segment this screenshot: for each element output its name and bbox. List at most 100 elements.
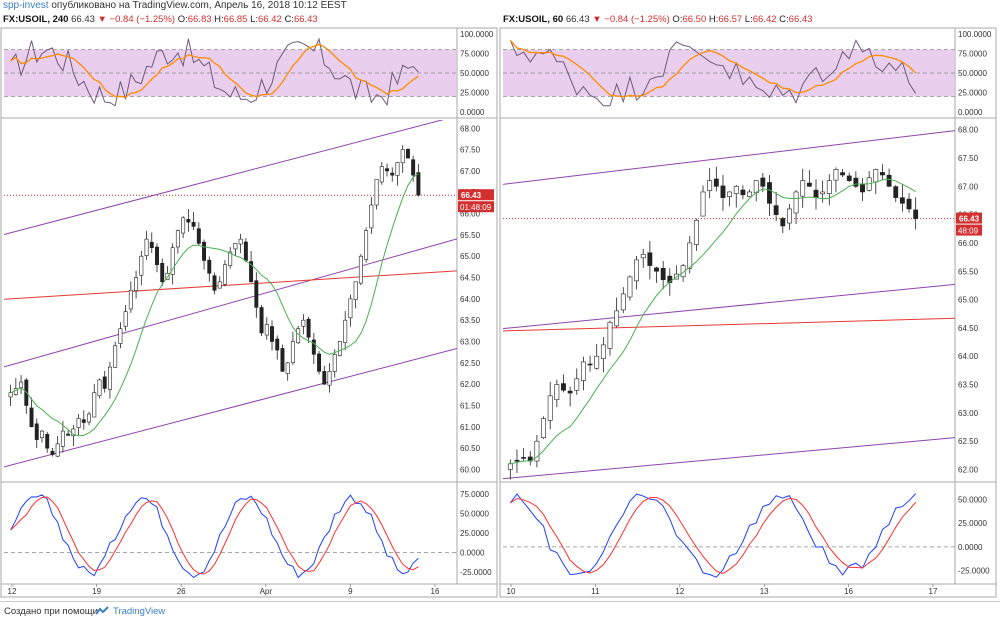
candle-down bbox=[740, 189, 746, 196]
left-o-label: O: bbox=[177, 14, 188, 25]
price-tick-label: 63.50 bbox=[460, 316, 481, 325]
left-legend: FX:USOIL, 240 66.43 ▼ −0.84 (−1.25%) O:6… bbox=[3, 14, 318, 26]
price-tick-label: 62.00 bbox=[460, 380, 481, 389]
candle-up bbox=[233, 243, 238, 250]
candle-down bbox=[50, 450, 55, 455]
candle-up bbox=[640, 253, 646, 259]
candle-down bbox=[416, 172, 421, 196]
channel-line bbox=[4, 120, 444, 235]
candle-up bbox=[19, 381, 24, 388]
charts-canvas[interactable]: 100.000075.000050.000025.00000.000068.00… bbox=[0, 0, 1000, 600]
stoch-tick-label: 50.0000 bbox=[958, 495, 987, 504]
rsi-line bbox=[509, 39, 917, 107]
candle-down bbox=[102, 376, 107, 389]
candle-down bbox=[880, 172, 885, 176]
candle-down bbox=[270, 326, 274, 342]
candle-down bbox=[390, 172, 395, 176]
left-open: 66.83 bbox=[187, 14, 212, 25]
rsi-tick-label: 0.0000 bbox=[958, 108, 983, 117]
left-last: 66.43 bbox=[71, 14, 95, 25]
price-tick-label: 67.00 bbox=[958, 182, 979, 191]
left-c-label: C: bbox=[284, 14, 294, 25]
candle-down bbox=[720, 185, 726, 198]
rsi-tick-label: 75.0000 bbox=[460, 50, 489, 59]
candle-up bbox=[128, 290, 133, 310]
candle-down bbox=[322, 371, 327, 385]
rsi-tick-label: 75.0000 bbox=[958, 50, 987, 59]
x-tick-label: 12 bbox=[675, 587, 684, 596]
price-tick-label: 60.50 bbox=[460, 444, 481, 453]
candle-down bbox=[760, 177, 766, 187]
candle-down bbox=[647, 252, 653, 266]
x-tick-label: 12 bbox=[8, 587, 17, 596]
candle-up bbox=[600, 344, 606, 359]
published-text: опубликовано на TradingView.com, Апрель … bbox=[51, 0, 347, 11]
candle-up bbox=[554, 384, 560, 401]
right-h-label: H: bbox=[708, 14, 719, 25]
moving-average-line bbox=[510, 178, 916, 465]
candle-down bbox=[840, 172, 846, 176]
left-low: 66.42 bbox=[258, 14, 282, 25]
candle-down bbox=[202, 241, 207, 261]
right-symbol[interactable]: FX:USOIL, 60 bbox=[503, 14, 564, 25]
right-legend: FX:USOIL, 60 66.43 ▼ −0.84 (−1.25%) O:66… bbox=[503, 14, 812, 26]
candle-down bbox=[243, 241, 248, 261]
stoch-d-line bbox=[510, 496, 917, 575]
candle-up bbox=[547, 395, 553, 421]
stoch-tick-label: -25.0000 bbox=[460, 568, 492, 577]
candle-down bbox=[207, 259, 212, 274]
channel-line bbox=[503, 130, 955, 185]
right-o-label: O: bbox=[672, 14, 683, 25]
candle-up bbox=[620, 293, 626, 311]
price-tick-label: 61.00 bbox=[460, 423, 481, 432]
candle-down bbox=[212, 275, 217, 291]
candle-up bbox=[574, 378, 580, 391]
author-link[interactable]: spp-invest bbox=[3, 0, 49, 11]
candle-down bbox=[29, 407, 34, 428]
rsi-tick-label: 0.0000 bbox=[460, 108, 485, 117]
candle-down bbox=[317, 353, 322, 372]
footer: Создано при помощи TradingView bbox=[0, 601, 1000, 622]
candle-down bbox=[806, 182, 812, 187]
price-tick-label: 66.00 bbox=[460, 210, 481, 219]
candle-up bbox=[820, 191, 826, 195]
stoch-tick-label: 25.0000 bbox=[460, 529, 489, 538]
candle-up bbox=[353, 281, 358, 300]
tradingview-link[interactable]: TradingView bbox=[113, 606, 166, 617]
rsi-tick-label: 25.0000 bbox=[958, 89, 987, 98]
rsi-ma-line bbox=[10, 43, 419, 98]
candle-down bbox=[893, 186, 899, 198]
channel-line bbox=[503, 283, 955, 330]
candle-down bbox=[899, 197, 905, 204]
stoch-tick-label: -25.0000 bbox=[958, 567, 990, 576]
timer-badge bbox=[458, 201, 494, 213]
candle-up bbox=[634, 259, 640, 282]
candle-up bbox=[8, 392, 13, 398]
candle-up bbox=[97, 379, 102, 397]
left-symbol[interactable]: FX:USOIL, 240 bbox=[3, 14, 69, 25]
candle-down bbox=[853, 177, 859, 187]
left-h-label: H: bbox=[214, 14, 224, 25]
candle-down bbox=[34, 423, 39, 440]
candle-up bbox=[296, 328, 301, 344]
candle-up bbox=[614, 310, 620, 327]
x-tick-label: 11 bbox=[591, 587, 600, 596]
candle-up bbox=[693, 219, 699, 245]
candle-down bbox=[186, 219, 191, 223]
price-tick-label: 63.50 bbox=[958, 381, 979, 390]
right-open: 66.50 bbox=[682, 14, 707, 25]
candle-down bbox=[767, 182, 772, 204]
candle-down bbox=[311, 339, 316, 355]
candle-up bbox=[541, 418, 546, 439]
price-tick-label: 62.50 bbox=[958, 437, 979, 446]
candle-down bbox=[66, 433, 71, 436]
price-badge-text: 66.43 bbox=[461, 191, 482, 200]
stoch-tick-label: 25.0000 bbox=[958, 519, 987, 528]
channel-line bbox=[4, 238, 457, 368]
candle-down bbox=[913, 209, 919, 219]
rsi-tick-label: 50.0000 bbox=[460, 69, 489, 78]
price-tick-label: 62.00 bbox=[958, 466, 979, 475]
candle-down bbox=[587, 363, 593, 366]
candle-up bbox=[727, 191, 733, 198]
price-tick-label: 60.00 bbox=[460, 465, 481, 474]
